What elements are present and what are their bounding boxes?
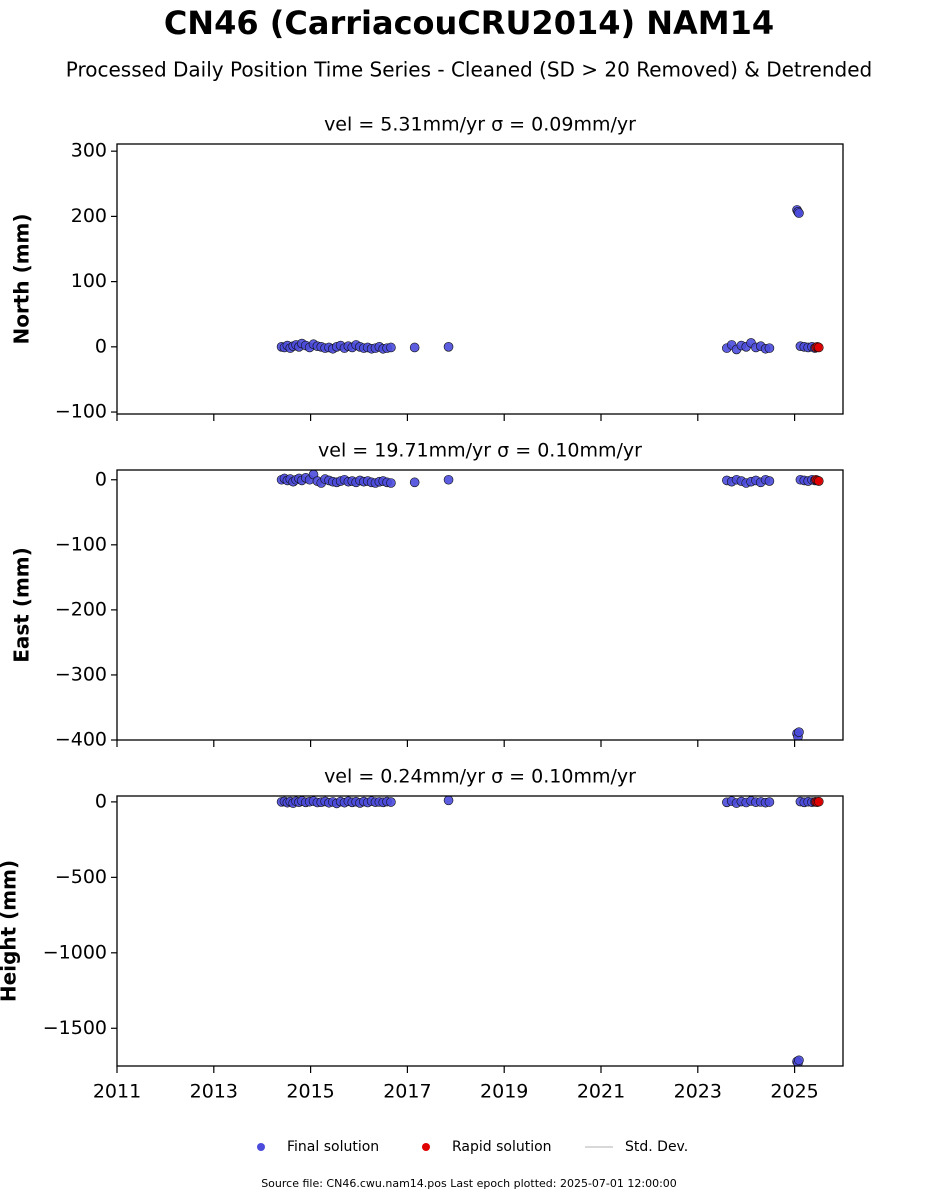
y-tick-label: −1500: [43, 1017, 107, 1039]
data-point: [813, 796, 824, 807]
data-point: [764, 343, 775, 353]
y-axis-label: Height (mm): [0, 860, 21, 1002]
data-point: [813, 476, 824, 486]
legend-label: Rapid solution: [452, 1139, 552, 1155]
data-point: [409, 342, 420, 353]
y-tick-label: −100: [55, 401, 107, 423]
y-tick-label: −400: [55, 729, 107, 751]
x-tick-label: 2017: [383, 1081, 431, 1103]
data-point: [794, 727, 804, 737]
y-tick-label: 0: [95, 335, 107, 357]
data-point: [813, 342, 824, 353]
y-axis-label: North (mm): [10, 213, 34, 344]
x-tick-label: 2025: [770, 1081, 818, 1103]
y-tick-label: 300: [71, 140, 107, 162]
axes-frame: [116, 143, 844, 415]
plot-area: [276, 470, 824, 740]
y-tick-label: −500: [55, 866, 107, 888]
legend-marker: [422, 1143, 430, 1151]
x-tick-label: 2019: [480, 1081, 528, 1103]
panel-title: vel = 19.71mm/yr σ = 0.10mm/yr: [318, 440, 642, 462]
y-tick-label: 0: [95, 468, 107, 490]
legend-label: Std. Dev.: [625, 1139, 688, 1155]
panel-title: vel = 0.24mm/yr σ = 0.10mm/yr: [324, 766, 636, 788]
y-tick-label: 0: [95, 790, 107, 812]
data-point: [443, 342, 454, 352]
axes-frame: [116, 795, 844, 1067]
y-axis-label: East (mm): [10, 547, 34, 663]
axes-frame: [116, 469, 844, 741]
data-point: [794, 1055, 804, 1066]
plot-area: [276, 796, 824, 1066]
data-point: [386, 478, 396, 488]
footer: Source file: CN46.cwu.nam14.pos Last epo…: [261, 1177, 677, 1190]
panel-title: vel = 5.31mm/yr σ = 0.09mm/yr: [324, 114, 636, 136]
y-tick-label: −1000: [43, 941, 107, 963]
x-tick-label: 2011: [93, 1081, 141, 1103]
data-point: [794, 208, 804, 218]
data-point: [443, 796, 454, 806]
x-tick-label: 2021: [577, 1081, 625, 1103]
data-point: [764, 476, 775, 486]
data-point: [386, 797, 396, 807]
data-point: [386, 342, 396, 353]
y-tick-label: 200: [71, 205, 107, 227]
x-tick-label: 2013: [190, 1081, 238, 1103]
y-tick-label: −300: [55, 663, 107, 685]
data-point: [443, 474, 454, 485]
legend-label: Final solution: [287, 1139, 379, 1155]
x-tick-label: 2015: [286, 1081, 334, 1103]
legend-marker: [257, 1143, 265, 1151]
y-tick-label: −100: [55, 533, 107, 555]
figure-subtitle: Processed Daily Position Time Series - C…: [66, 58, 872, 82]
figure-title: CN46 (CarriacouCRU2014) NAM14: [164, 4, 774, 42]
data-point: [409, 477, 420, 488]
x-tick-label: 2023: [674, 1081, 722, 1103]
y-tick-label: 100: [71, 270, 107, 292]
plot-area: [276, 205, 824, 355]
data-point: [764, 797, 775, 807]
y-tick-label: −200: [55, 598, 107, 620]
